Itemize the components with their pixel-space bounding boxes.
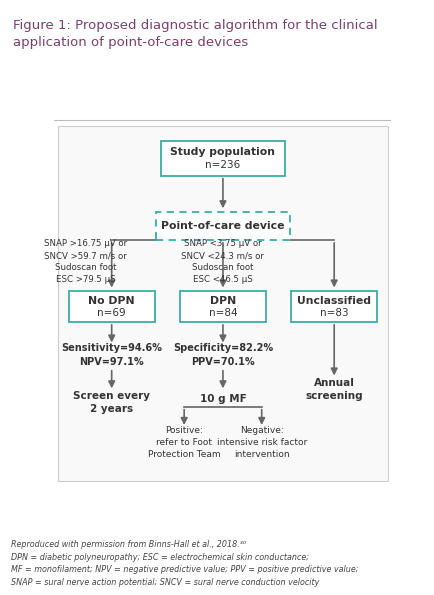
Text: SNAP <3.75 μV or
SNCV <24.3 m/s or
Sudoscan foot
ESC <46.5 μS: SNAP <3.75 μV or SNCV <24.3 m/s or Sudos… <box>181 239 264 284</box>
Text: Sensitivity=94.6%
NPV=97.1%: Sensitivity=94.6% NPV=97.1% <box>61 343 162 367</box>
FancyBboxPatch shape <box>180 291 265 322</box>
FancyBboxPatch shape <box>69 291 155 322</box>
Text: n=69: n=69 <box>97 308 126 318</box>
Text: SNAP >16.75 μV or
SNCV >59.7 m/s or
Sudoscan foot
ESC >79.5 μS: SNAP >16.75 μV or SNCV >59.7 m/s or Sudo… <box>44 239 127 284</box>
Text: Unclassified: Unclassified <box>296 296 370 306</box>
Text: Figure 1: Proposed diagnostic algorithm for the clinical
application of point-of: Figure 1: Proposed diagnostic algorithm … <box>13 19 377 49</box>
FancyBboxPatch shape <box>155 212 290 240</box>
Text: Reproduced with permission from Binns-Hall et al., 2018.³⁰
DPN = diabetic polyne: Reproduced with permission from Binns-Ha… <box>11 540 358 587</box>
FancyBboxPatch shape <box>290 291 376 322</box>
FancyBboxPatch shape <box>160 141 285 176</box>
Text: DPN: DPN <box>209 296 236 306</box>
Text: Study population: Study population <box>170 148 275 158</box>
Text: Point-of-care device: Point-of-care device <box>161 221 284 231</box>
Text: Positive:
refer to Foot
Protection Team: Positive: refer to Foot Protection Team <box>148 426 220 459</box>
Text: 10 g MF: 10 g MF <box>199 394 246 404</box>
Text: Negative:
intensive risk factor
intervention: Negative: intensive risk factor interven… <box>216 426 306 459</box>
Text: No DPN: No DPN <box>88 296 135 306</box>
Text: n=83: n=83 <box>319 308 348 318</box>
Text: Annual
screening: Annual screening <box>305 378 362 402</box>
Text: n=236: n=236 <box>205 160 240 170</box>
Text: Screen every
2 years: Screen every 2 years <box>73 391 150 414</box>
Text: n=84: n=84 <box>208 308 237 318</box>
Text: Specificity=82.2%
PPV=70.1%: Specificity=82.2% PPV=70.1% <box>172 343 273 367</box>
FancyBboxPatch shape <box>58 126 387 481</box>
